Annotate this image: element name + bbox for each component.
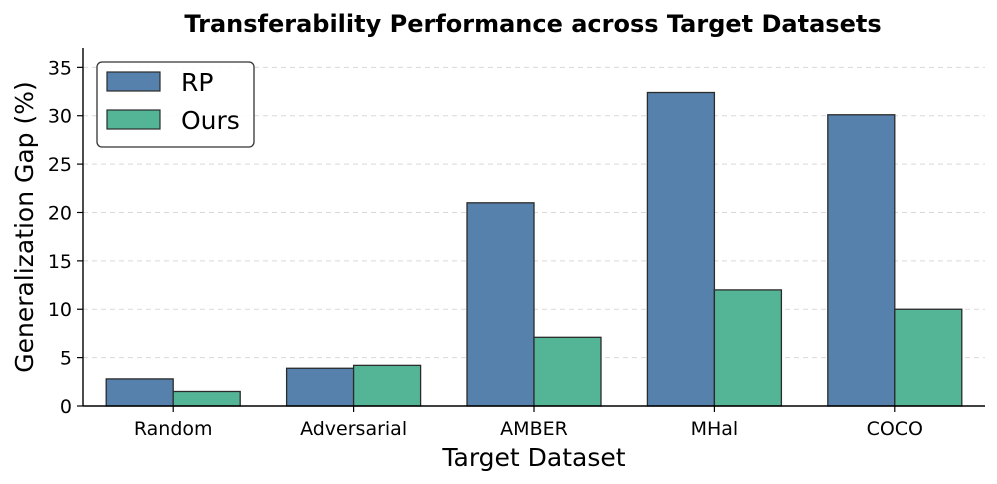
- bar-rp-adversarial: [285, 367, 355, 407]
- chart-title: Transferability Performance across Targe…: [184, 10, 881, 38]
- y-tick-label: 20: [48, 202, 72, 224]
- legend: RP Ours: [96, 61, 255, 148]
- y-tick-label: 10: [48, 299, 72, 321]
- y-tick-label: 30: [48, 106, 72, 128]
- y-ticks: 0 5 10 15 20 25 30 35: [48, 57, 83, 418]
- x-tick-label: Random: [134, 418, 213, 440]
- bar-ours-coco: [894, 308, 963, 407]
- bar-rp-random: [105, 378, 174, 407]
- legend-swatch-rp: [106, 71, 161, 92]
- bar-ours-adversarial: [352, 364, 422, 407]
- bar-rp-coco: [827, 114, 896, 407]
- x-ticks: Random Adversarial AMBER MHal COCO: [134, 406, 923, 440]
- bar-ours-amber: [533, 336, 602, 407]
- y-tick-label: 5: [60, 348, 72, 370]
- bar-ours-random: [172, 390, 241, 407]
- y-tick-label: 15: [48, 251, 72, 273]
- x-tick-label: AMBER: [500, 418, 568, 440]
- x-tick-label: COCO: [867, 418, 923, 440]
- legend-label-ours: Ours: [181, 106, 240, 135]
- legend-swatch-ours: [106, 109, 161, 130]
- x-tick-label: MHal: [691, 418, 739, 440]
- bar-rp-amber: [466, 202, 535, 407]
- x-tick-label: Adversarial: [300, 418, 407, 440]
- y-tick-label: 35: [48, 57, 72, 79]
- y-axis-label: Generalization Gap (%): [10, 81, 39, 373]
- legend-label-rp: RP: [181, 68, 213, 97]
- y-tick-label: 0: [60, 396, 72, 418]
- bars: [105, 91, 963, 407]
- bar-rp-mhal: [646, 91, 716, 407]
- y-tick-label: 25: [48, 154, 72, 176]
- x-axis-label: Target Dataset: [441, 443, 625, 472]
- bar-ours-mhal: [713, 289, 783, 407]
